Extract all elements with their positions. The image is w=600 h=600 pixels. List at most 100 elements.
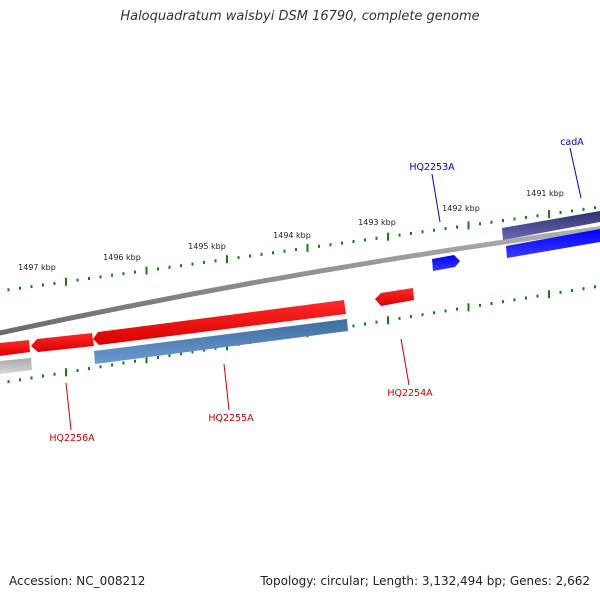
HQ2254A-leader-line [400,338,410,386]
inner-minor-tick [203,348,205,352]
inner-minor-tick [594,285,596,289]
outer-minor-tick [444,227,447,231]
outer-minor-tick [329,243,332,247]
inner-major-tick [467,303,470,312]
outer-minor-tick [76,278,79,282]
HQ2256A-cds-arrow[interactable] [31,333,94,352]
outer-minor-tick [30,285,33,289]
outer-minor-tick [479,222,481,226]
outer-minor-tick [295,248,297,252]
tick-label-1491: 1491 kbp [526,189,564,198]
gene-label-cadA[interactable]: cadA [560,137,584,148]
inner-minor-tick [433,311,435,315]
genome-backbone [0,226,600,336]
HQ2254A-cds-arrow[interactable] [375,288,414,306]
HQ2253A-leader-line [431,173,441,223]
map-title: Haloquadratum walsbyi DSM 16790, complet… [120,9,480,24]
inner-minor-tick [122,361,125,365]
inner-major-tick [387,316,389,325]
outer-minor-tick [513,217,516,221]
inner-minor-tick [134,359,136,363]
inner-minor-tick [88,367,90,371]
outer-minor-tick [375,236,378,240]
outer-minor-tick [490,220,493,224]
inner-minor-tick [19,378,21,382]
outer-minor-tick [134,270,136,274]
inner-minor-tick [76,369,79,372]
inner-minor-tick [168,354,171,358]
outer-major-tick [145,266,148,275]
outer-minor-tick [122,272,125,276]
HQ2255A-cds-arrow[interactable] [93,300,346,345]
inner-minor-tick [157,356,159,359]
tick-label-1496: 1496 kbp [103,253,141,262]
inner-minor-tick [444,309,447,313]
outer-minor-tick [421,230,424,234]
inner-minor-tick [502,300,504,304]
outer-minor-tick [157,267,159,271]
inner-minor-tick [410,315,412,319]
inner-minor-tick [559,290,562,294]
outer-minor-tick [536,214,539,218]
outer-major-tick [548,210,550,219]
inner-minor-tick [364,322,366,326]
inner-major-tick [548,290,550,299]
HQ2253A-cds-arrow[interactable] [432,255,460,271]
outer-minor-tick [42,283,44,287]
outer-major-tick [65,277,67,286]
outer-major-tick [467,221,470,230]
tick-label-1493: 1493 kbp [358,218,396,227]
outer-minor-tick [352,240,355,243]
inner-minor-tick [536,294,539,298]
cadA-gene-bar[interactable] [502,211,600,240]
outer-minor-tick [19,286,21,290]
gene-label-HQ2253A[interactable]: HQ2253A [409,162,455,173]
inner-minor-tick [180,352,182,356]
cadA-leader-line [569,147,582,199]
outer-minor-tick [191,262,194,266]
outer-minor-tick [249,254,251,258]
inner-minor-tick [7,380,10,384]
outer-minor-tick [111,273,113,277]
outer-minor-tick [318,244,320,248]
outer-minor-tick [398,233,401,237]
outer-minor-tick [525,215,527,219]
gene-label-HQ2254A[interactable]: HQ2254A [387,388,433,399]
outer-minor-tick [283,249,286,253]
outer-minor-tick [180,264,182,268]
outer-tick-ring [7,206,596,292]
outer-minor-tick [53,281,56,285]
cadA-cds-arrow[interactable] [506,229,600,258]
genome-summary-text: Topology: circular; Length: 3,132,494 bp… [260,574,590,588]
inner-minor-tick [421,313,424,317]
inner-minor-tick [479,303,481,307]
outer-major-tick [226,255,228,264]
inner-minor-tick [513,298,516,302]
inner-minor-tick [456,307,458,311]
tick-label-1495: 1495 kbp [188,242,226,251]
accession-text: Accession: NC_008212 [9,574,146,588]
tick-label-1497: 1497 kbp [18,263,56,272]
inner-minor-tick [42,374,44,378]
inner-minor-tick [111,363,113,367]
neighbor-gene-bar[interactable] [0,358,32,374]
gene-label-HQ2256A[interactable]: HQ2256A [49,433,95,444]
outer-minor-tick [594,206,596,210]
outer-minor-tick [7,288,10,292]
neighbor-cds-arrow[interactable] [0,340,30,356]
outer-minor-tick [502,219,504,223]
outer-minor-tick [88,277,90,280]
outer-minor-tick [214,259,217,263]
inner-minor-tick [571,289,573,292]
inner-minor-tick [582,287,585,291]
gene-label-HQ2255A[interactable]: HQ2255A [208,413,254,424]
HQ2255A-gene-bar[interactable] [94,319,348,364]
tick-label-1492: 1492 kbp [442,204,480,213]
outer-minor-tick [341,241,343,245]
inner-minor-tick [99,365,102,369]
inner-minor-tick [525,296,527,300]
inner-minor-tick [53,372,56,376]
inner-major-tick [145,355,148,364]
inner-minor-tick [490,302,493,305]
